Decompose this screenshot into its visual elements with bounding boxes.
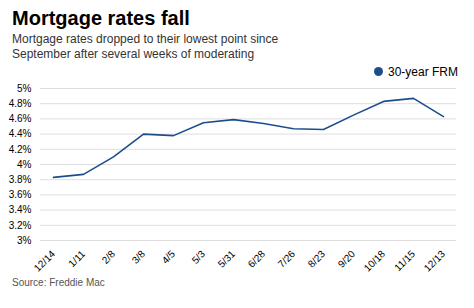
svg-text:4%: 4% [17, 159, 32, 170]
svg-text:4/5: 4/5 [160, 248, 178, 266]
svg-text:6/28: 6/28 [246, 248, 268, 270]
svg-text:3.2%: 3.2% [9, 220, 32, 231]
svg-text:1/11: 1/11 [66, 248, 87, 269]
html-text:30-year FRM: 30-year FRM [388, 65, 458, 79]
svg-text:7/26: 7/26 [276, 248, 298, 270]
svg-text:12/14: 12/14 [32, 248, 58, 274]
svg-text:3.6%: 3.6% [9, 189, 32, 200]
svg-text:3.8%: 3.8% [9, 174, 32, 185]
svg-text:3.4%: 3.4% [9, 204, 32, 215]
html-text:Source: Freddie Mac: Source: Freddie Mac [12, 277, 105, 288]
svg-text:8/23: 8/23 [306, 248, 328, 270]
svg-text:4.8%: 4.8% [9, 98, 32, 109]
svg-text:11/15: 11/15 [392, 248, 417, 273]
svg-text:4.6%: 4.6% [9, 113, 32, 124]
svg-text:2/8: 2/8 [100, 248, 118, 266]
svg-text:4.2%: 4.2% [9, 144, 32, 155]
html-text:Mortgage rates dropped to thei: Mortgage rates dropped to their lowest p… [12, 32, 279, 61]
svg-text:4.4%: 4.4% [9, 128, 32, 139]
svg-text:12/13: 12/13 [422, 248, 448, 274]
svg-text:5/31: 5/31 [216, 248, 238, 270]
svg-text:3%: 3% [17, 235, 32, 246]
svg-text:9/20: 9/20 [336, 248, 358, 270]
svg-text:5/3: 5/3 [190, 248, 208, 266]
html-text:Mortgage rates fall: Mortgage rates fall [12, 7, 190, 29]
svg-text:10/18: 10/18 [362, 248, 388, 274]
svg-text:5%: 5% [17, 83, 32, 94]
svg-text:3/8: 3/8 [130, 248, 148, 266]
